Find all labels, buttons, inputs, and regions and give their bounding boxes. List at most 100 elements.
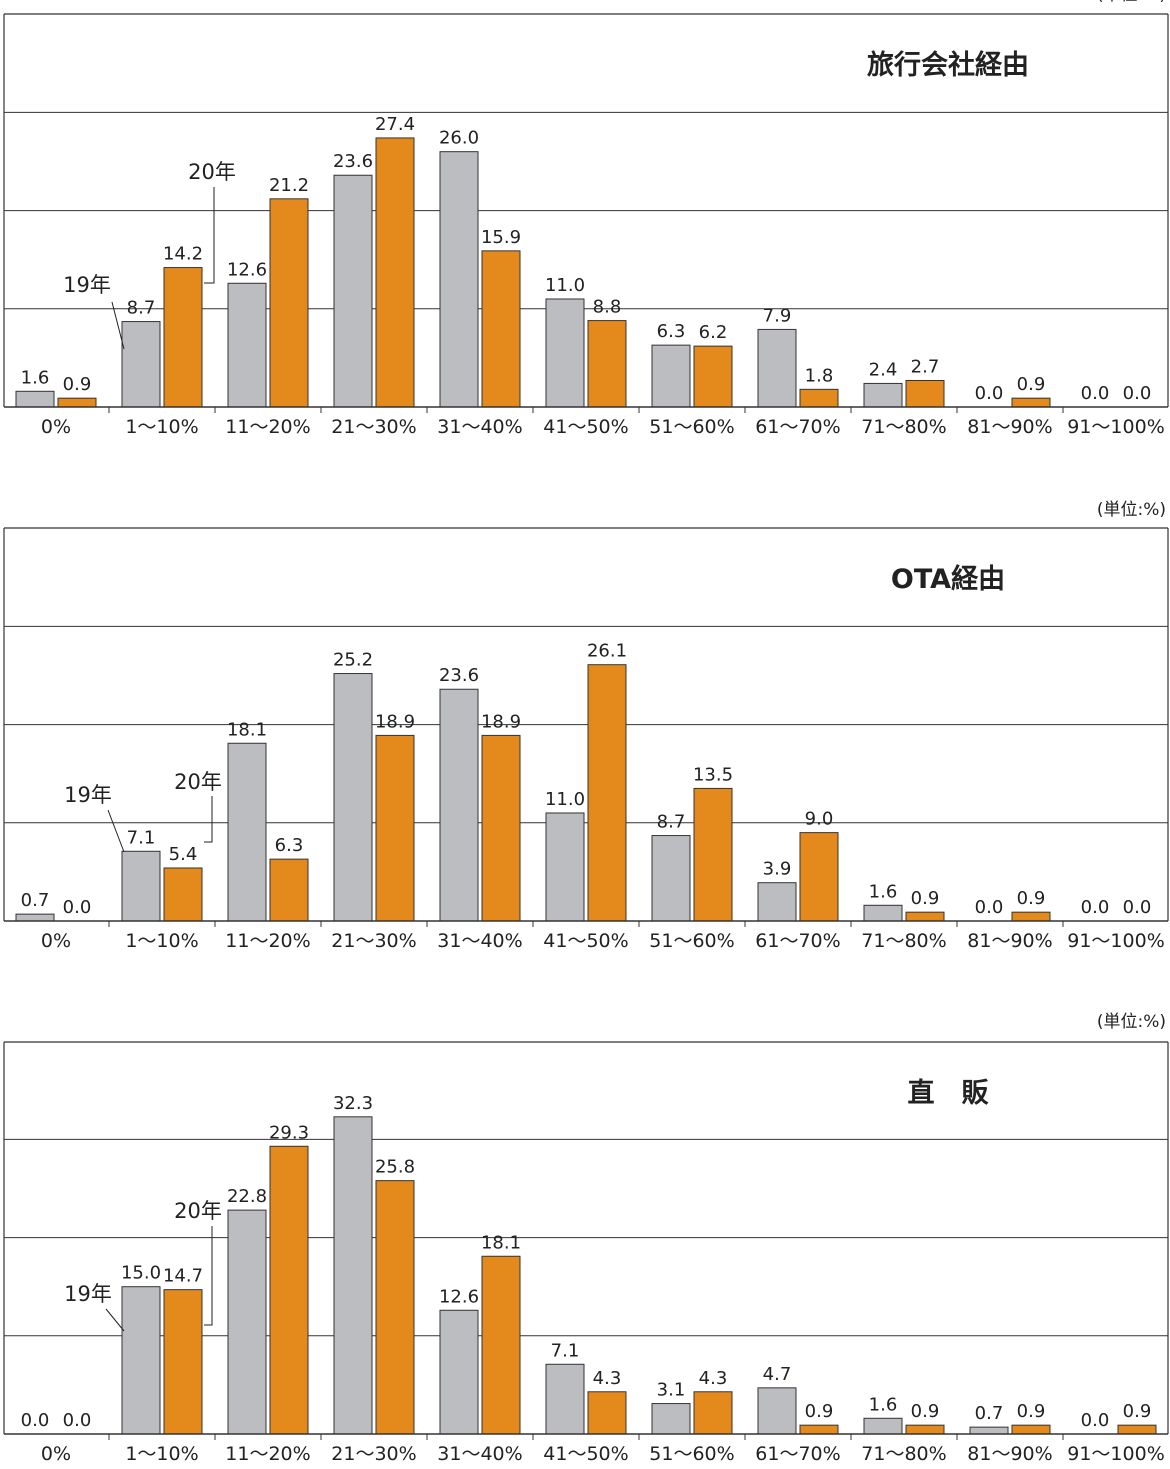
data-label-19: 0.0 bbox=[975, 383, 1004, 404]
data-label-20: 27.4 bbox=[375, 114, 415, 135]
data-label-20: 0.9 bbox=[1017, 374, 1046, 395]
bar-20 bbox=[375, 137, 415, 408]
tick-label: 1～10% bbox=[125, 1443, 198, 1465]
bar-19 bbox=[863, 1417, 903, 1435]
tick-label: 31～40% bbox=[437, 1443, 522, 1465]
data-label-20: 18.1 bbox=[481, 1232, 521, 1253]
tick-label: 91～100% bbox=[1067, 416, 1165, 438]
tick-label: 61～70% bbox=[755, 416, 840, 438]
bar-20 bbox=[481, 734, 521, 922]
tick-label: 61～70% bbox=[755, 1443, 840, 1465]
data-label-19: 1.6 bbox=[21, 367, 50, 388]
data-label-20: 0.0 bbox=[63, 897, 92, 918]
data-label-19: 3.9 bbox=[763, 859, 792, 880]
data-label-20: 0.9 bbox=[911, 1401, 940, 1422]
bar-19 bbox=[333, 1116, 373, 1435]
data-label-19: 8.7 bbox=[127, 298, 156, 319]
data-label-19: 7.9 bbox=[763, 305, 792, 326]
tick-label: 51～60% bbox=[649, 930, 734, 952]
data-label-19: 1.6 bbox=[869, 881, 898, 902]
legend-19: 19年 bbox=[64, 1282, 112, 1306]
bar-20 bbox=[269, 1145, 309, 1435]
data-label-19: 0.7 bbox=[975, 1403, 1004, 1424]
bar-20 bbox=[163, 1289, 203, 1435]
data-label-19: 0.7 bbox=[21, 890, 50, 911]
bar-19 bbox=[651, 344, 691, 408]
bar-20 bbox=[693, 345, 733, 408]
bar-19 bbox=[227, 1209, 267, 1435]
data-label-20: 13.5 bbox=[693, 764, 733, 785]
data-label-19: 0.0 bbox=[1081, 897, 1110, 918]
tick-label: 71～80% bbox=[861, 1443, 946, 1465]
tick-label: 11～20% bbox=[225, 930, 310, 952]
data-label-19: 11.0 bbox=[545, 789, 585, 810]
data-label-20: 0.9 bbox=[911, 888, 940, 909]
data-label-19: 7.1 bbox=[551, 1340, 580, 1361]
bar-19 bbox=[439, 151, 479, 408]
bar-19 bbox=[439, 1309, 479, 1435]
bar-20 bbox=[799, 1424, 839, 1435]
data-label-19: 15.0 bbox=[121, 1263, 161, 1284]
tick-label: 81～90% bbox=[967, 1443, 1052, 1465]
tick-label: 41～50% bbox=[543, 1443, 628, 1465]
chart-title: 直 販 bbox=[908, 1078, 990, 1109]
bar-19 bbox=[439, 688, 479, 922]
callout-line-20 bbox=[204, 1226, 213, 1326]
data-label-20: 14.7 bbox=[163, 1266, 203, 1287]
bar-19 bbox=[757, 882, 797, 922]
tick-label: 11～20% bbox=[225, 1443, 310, 1465]
data-label-20: 5.4 bbox=[169, 844, 198, 865]
bar-19 bbox=[121, 1286, 161, 1435]
bar-19 bbox=[863, 382, 903, 408]
bar-20 bbox=[799, 832, 839, 922]
bar-20 bbox=[57, 397, 97, 408]
bar-19 bbox=[121, 850, 161, 922]
bar-20 bbox=[905, 1424, 945, 1435]
data-label-19: 0.0 bbox=[1081, 1410, 1110, 1431]
bar-19 bbox=[545, 812, 585, 922]
chart-panel-1: (単位:%) 旅行会社経由 1.6 0.9 0% 8.7 14.2 1～10% 12.6 21.2… bbox=[3, 0, 1169, 438]
bar-20 bbox=[1011, 911, 1051, 922]
tick-label: 41～50% bbox=[543, 930, 628, 952]
data-label-20: 14.2 bbox=[163, 244, 203, 265]
data-label-19: 2.4 bbox=[869, 359, 898, 380]
data-label-19: 6.3 bbox=[657, 321, 686, 342]
data-label-20: 1.8 bbox=[805, 365, 834, 386]
data-label-20: 2.7 bbox=[911, 356, 940, 377]
data-label-20: 0.0 bbox=[1123, 383, 1152, 404]
chart-title: OTA経由 bbox=[891, 563, 1005, 595]
legend-19: 19年 bbox=[63, 273, 111, 297]
bar-20 bbox=[693, 787, 733, 922]
legend-20: 20年 bbox=[174, 770, 222, 794]
bar-19 bbox=[227, 282, 267, 408]
tick-label: 21～30% bbox=[331, 1443, 416, 1465]
bar-19 bbox=[15, 390, 55, 408]
tick-label: 31～40% bbox=[437, 416, 522, 438]
bar-19 bbox=[333, 174, 373, 408]
chart-panel-3: (単位:%) 直 販 0.0 0.0 0% 15.0 14.7 1～10% 22.8 29.3 11… bbox=[3, 1012, 1169, 1465]
data-label-20: 15.9 bbox=[481, 227, 521, 248]
data-label-19: 11.0 bbox=[545, 275, 585, 296]
callout-line-20 bbox=[204, 796, 213, 843]
tick-label: 21～30% bbox=[331, 416, 416, 438]
tick-label: 1～10% bbox=[125, 416, 198, 438]
bar-20 bbox=[587, 1391, 627, 1435]
bar-20 bbox=[481, 250, 521, 408]
data-label-19: 12.6 bbox=[227, 259, 267, 280]
chart-title: 旅行会社経由 bbox=[867, 49, 1029, 81]
bar-20 bbox=[163, 867, 203, 922]
data-label-20: 4.3 bbox=[699, 1368, 728, 1389]
data-label-19: 0.0 bbox=[1081, 383, 1110, 404]
bar-20 bbox=[587, 664, 627, 922]
data-label-20: 4.3 bbox=[593, 1368, 622, 1389]
unit-label: (単位:%) bbox=[1097, 0, 1166, 5]
data-label-19: 32.3 bbox=[333, 1093, 373, 1114]
tick-label: 0% bbox=[41, 416, 71, 438]
bar-19 bbox=[757, 328, 797, 408]
legend-20: 20年 bbox=[188, 160, 236, 184]
data-label-19: 8.7 bbox=[657, 812, 686, 833]
bar-19 bbox=[969, 1426, 1009, 1435]
tick-label: 31～40% bbox=[437, 930, 522, 952]
data-label-19: 25.2 bbox=[333, 650, 373, 671]
